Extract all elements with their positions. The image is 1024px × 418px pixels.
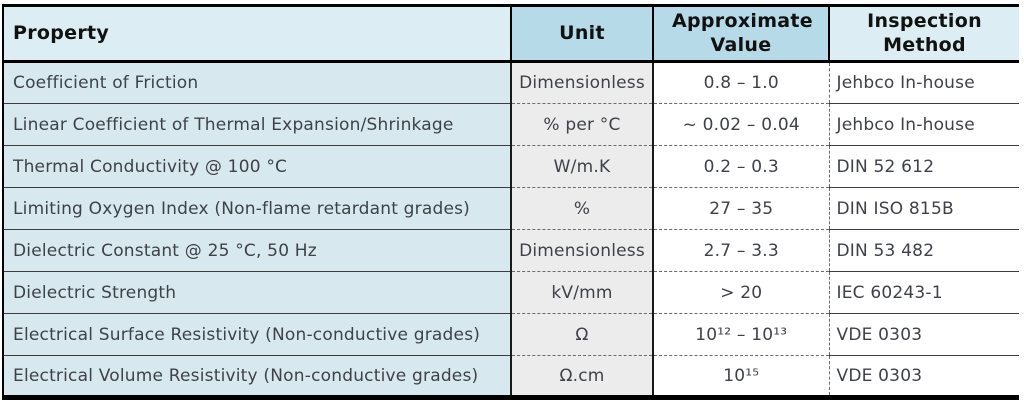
- value-cell: 27 – 35: [653, 187, 830, 230]
- property-cell: Coefficient of Friction: [3, 61, 512, 104]
- table-row: Electrical Surface Resistivity (Non-cond…: [3, 313, 1019, 356]
- property-cell: Electrical Surface Resistivity (Non-cond…: [3, 313, 512, 356]
- column-header-inspection-method: Inspection Method: [828, 4, 1019, 63]
- method-cell: DIN ISO 815B: [829, 187, 1019, 230]
- value-cell: 0.2 – 0.3: [653, 145, 830, 188]
- unit-cell: %: [511, 187, 654, 230]
- value-cell: 10¹² – 10¹³: [653, 313, 830, 356]
- table-row: Dielectric Constant @ 25 °C, 50 Hz Dimen…: [3, 229, 1019, 272]
- value-cell: 2.7 – 3.3: [653, 229, 830, 272]
- column-header-property: Property: [2, 4, 512, 63]
- unit-cell: Ω.cm: [511, 355, 654, 398]
- property-cell: Thermal Conductivity @ 100 °C: [3, 145, 512, 188]
- unit-cell: W/m.K: [511, 145, 654, 188]
- header-row: Property Unit Approximate Value Inspecti…: [2, 4, 1019, 63]
- table-row: Dielectric Strength kV/mm > 20 IEC 60243…: [3, 271, 1019, 314]
- unit-cell: Ω: [511, 313, 654, 356]
- unit-cell: Dimensionless: [511, 229, 654, 272]
- column-header-approximate-value: Approximate Value: [652, 4, 830, 63]
- method-cell: DIN 53 482: [829, 229, 1019, 272]
- unit-cell: Dimensionless: [511, 61, 654, 104]
- method-cell: DIN 52 612: [829, 145, 1019, 188]
- property-cell: Dielectric Constant @ 25 °C, 50 Hz: [3, 229, 512, 272]
- table-row: Thermal Conductivity @ 100 °C W/m.K 0.2 …: [3, 145, 1019, 188]
- value-cell: > 20: [653, 271, 830, 314]
- property-cell: Electrical Volume Resistivity (Non-condu…: [3, 355, 512, 398]
- property-cell: Limiting Oxygen Index (Non-flame retarda…: [3, 187, 512, 230]
- column-header-unit: Unit: [510, 4, 654, 63]
- method-cell: VDE 0303: [829, 313, 1019, 356]
- table-row: Linear Coefficient of Thermal Expansion/…: [3, 103, 1019, 146]
- value-cell: 0.8 – 1.0: [653, 61, 830, 104]
- table-row: Electrical Volume Resistivity (Non-condu…: [3, 355, 1019, 398]
- value-cell: 10¹⁵: [653, 355, 830, 398]
- method-cell: VDE 0303: [829, 355, 1019, 398]
- property-cell: Dielectric Strength: [3, 271, 512, 314]
- material-properties-table: Property Unit Approximate Value Inspecti…: [2, 4, 1019, 400]
- method-cell: Jehbco In-house: [829, 103, 1019, 146]
- unit-cell: % per °C: [511, 103, 654, 146]
- unit-cell: kV/mm: [511, 271, 654, 314]
- value-cell: ~ 0.02 – 0.04: [653, 103, 830, 146]
- method-cell: Jehbco In-house: [829, 61, 1019, 104]
- method-cell: IEC 60243-1: [829, 271, 1019, 314]
- table-row: Coefficient of Friction Dimensionless 0.…: [3, 61, 1019, 104]
- property-cell: Linear Coefficient of Thermal Expansion/…: [3, 103, 512, 146]
- table-row: Limiting Oxygen Index (Non-flame retarda…: [3, 187, 1019, 230]
